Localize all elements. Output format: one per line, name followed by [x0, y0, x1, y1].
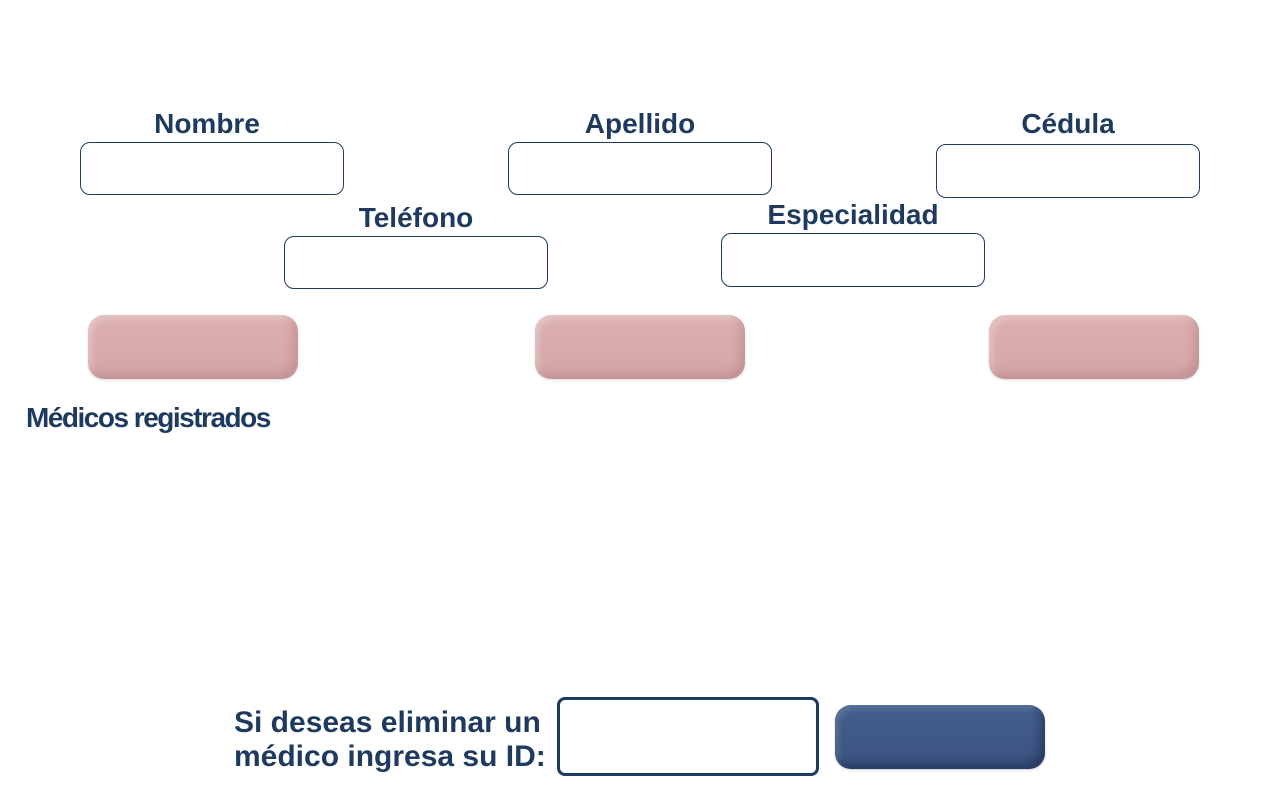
- apellido-label: Apellido: [584, 108, 696, 139]
- apellido-input[interactable]: [508, 142, 772, 195]
- registered-doctors-list: [26, 444, 1254, 684]
- registered-doctors-title: Médicos registrados: [26, 402, 271, 433]
- delete-id-input[interactable]: [557, 697, 819, 776]
- delete-button[interactable]: [835, 705, 1045, 769]
- action-button-1[interactable]: [88, 315, 298, 379]
- telefono-input[interactable]: [284, 236, 548, 289]
- delete-prompt: Si deseas eliminar un médico ingresa su …: [234, 706, 546, 773]
- telefono-label: Teléfono: [358, 202, 474, 233]
- action-button-3[interactable]: [989, 315, 1199, 379]
- nombre-input[interactable]: [80, 142, 344, 195]
- especialidad-input[interactable]: [721, 233, 985, 287]
- cedula-input[interactable]: [936, 144, 1200, 198]
- nombre-label: Nombre: [154, 108, 260, 139]
- action-button-2[interactable]: [535, 315, 745, 379]
- cedula-label: Cédula: [1021, 108, 1115, 139]
- especialidad-label: Especialidad: [767, 199, 939, 230]
